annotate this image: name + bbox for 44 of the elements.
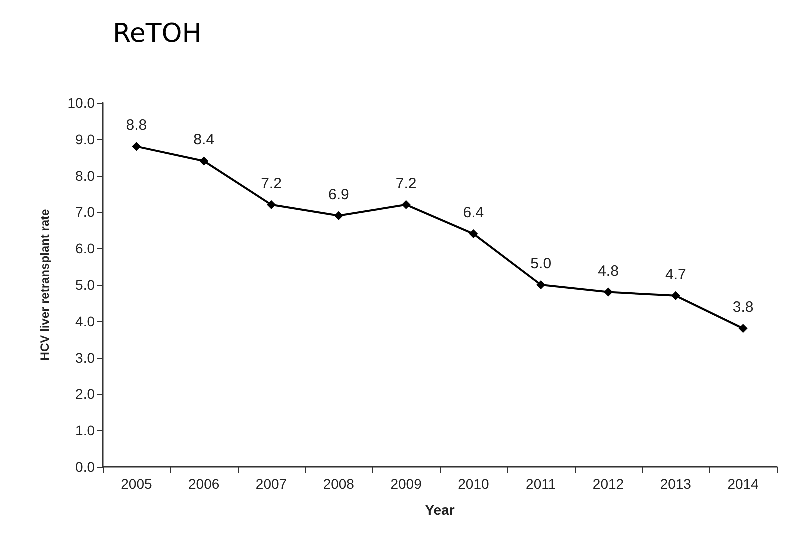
point — [267, 200, 276, 210]
point — [536, 280, 546, 290]
y-tick-label: 7.0 — [76, 204, 96, 220]
data-label: 4.8 — [598, 262, 619, 280]
data-label: 3.8 — [732, 299, 754, 316]
point — [604, 288, 613, 297]
data-label: 7.2 — [396, 175, 417, 192]
x-tick-label: 2014 — [728, 476, 760, 492]
x-tick-label: 2005 — [121, 476, 152, 492]
data-label: 8.8 — [126, 117, 148, 134]
data-label: 5.0 — [530, 256, 552, 272]
point — [402, 200, 411, 210]
point — [334, 211, 344, 220]
data-label: 4.7 — [665, 266, 686, 284]
y-tick-label: 0.0 — [76, 459, 96, 475]
y-tick-label: 9.0 — [76, 131, 96, 148]
x-tick-label: 2012 — [592, 476, 624, 492]
x-tick-label: 2006 — [188, 476, 220, 492]
x-tick-label: 2009 — [390, 476, 422, 492]
point — [132, 142, 142, 152]
x-tick-label: 2010 — [458, 476, 490, 492]
y-tick-label: 3.0 — [76, 350, 96, 366]
x-tick-label: 2013 — [660, 476, 692, 492]
chart-title: ReTOH — [113, 19, 202, 49]
y-tick-label: 10.0 — [68, 95, 96, 111]
data-label: 7.2 — [261, 175, 282, 192]
point — [469, 230, 478, 239]
x-axis-title: Year — [425, 502, 456, 518]
data-label: 6.4 — [463, 204, 484, 222]
point — [671, 291, 680, 300]
data-label: 6.9 — [328, 186, 350, 204]
y-tick-label: 4.0 — [76, 313, 96, 330]
y-tick-label: 5.0 — [76, 277, 96, 293]
x-tick-label: 2007 — [256, 476, 288, 492]
x-tick-label: 2008 — [323, 476, 355, 492]
data-label: 8.4 — [194, 132, 215, 149]
y-tick-label: 1.0 — [76, 422, 96, 439]
point — [738, 324, 748, 334]
x-tick-label: 2011 — [526, 476, 556, 492]
y-axis-title: HCV liver retransplant rate — [38, 208, 52, 361]
y-tick-label: 8.0 — [76, 168, 96, 184]
point — [200, 156, 209, 166]
y-tick-label: 6.0 — [76, 240, 96, 257]
y-tick-label: 2.0 — [76, 386, 96, 402]
